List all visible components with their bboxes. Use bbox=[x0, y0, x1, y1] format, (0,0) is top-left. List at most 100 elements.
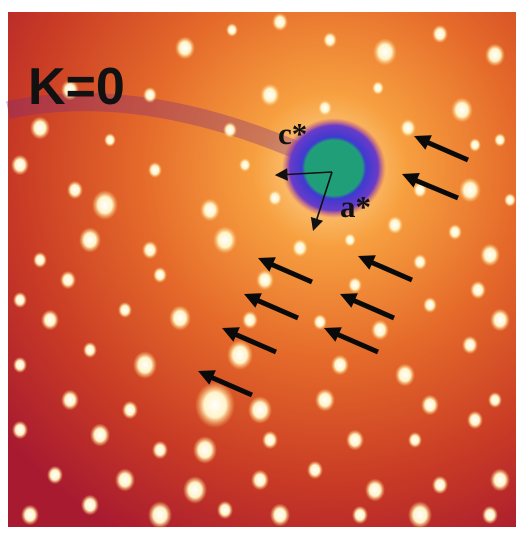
bragg-spot bbox=[432, 475, 448, 495]
bragg-spot bbox=[90, 423, 110, 447]
bragg-spot bbox=[122, 400, 138, 420]
bragg-spot bbox=[490, 468, 510, 492]
bragg-spot bbox=[104, 133, 116, 147]
bragg-spot bbox=[488, 391, 502, 409]
bragg-spot bbox=[469, 138, 481, 152]
arrow bbox=[402, 172, 459, 201]
bragg-spot bbox=[352, 505, 368, 525]
bragg-spot bbox=[482, 505, 498, 525]
arrow bbox=[414, 135, 469, 163]
bragg-spot bbox=[33, 251, 47, 269]
bragg-spot bbox=[432, 24, 448, 44]
bragg-spot bbox=[400, 118, 416, 138]
bragg-spot bbox=[61, 79, 79, 101]
bragg-spot bbox=[81, 494, 99, 516]
bragg-spot bbox=[223, 121, 237, 139]
bragg-spot bbox=[67, 180, 83, 200]
arrow bbox=[244, 293, 299, 321]
bragg-spot bbox=[195, 382, 235, 428]
bragg-spot bbox=[251, 469, 269, 491]
bragg-spot bbox=[272, 12, 288, 32]
bragg-spot bbox=[47, 465, 63, 485]
bragg-spot bbox=[239, 158, 251, 172]
bragg-spot bbox=[153, 266, 167, 284]
bragg-spot bbox=[467, 410, 483, 430]
bragg-spot bbox=[459, 177, 481, 203]
bragg-spot bbox=[152, 440, 168, 460]
bragg-spot bbox=[372, 81, 384, 95]
bragg-spot bbox=[346, 429, 364, 451]
bragg-spot bbox=[148, 501, 172, 529]
bragg-spot bbox=[217, 500, 233, 520]
bragg-spot bbox=[315, 388, 335, 412]
bragg-spot bbox=[13, 291, 27, 309]
panel-label: K=0 bbox=[28, 58, 125, 116]
bragg-spot bbox=[60, 270, 76, 290]
bragg-spot bbox=[448, 223, 462, 241]
arrow bbox=[198, 370, 253, 398]
bragg-spot bbox=[61, 389, 79, 411]
bragg-spot bbox=[348, 276, 362, 294]
c-star-label: c* bbox=[278, 116, 307, 151]
bragg-spot bbox=[227, 340, 253, 370]
bragg-spots bbox=[11, 12, 516, 529]
a-star-label: a* bbox=[340, 189, 371, 224]
bragg-spot bbox=[193, 436, 217, 464]
c-star-axis bbox=[274, 168, 333, 181]
a-star-axis bbox=[310, 171, 333, 232]
bragg-spot bbox=[41, 309, 59, 331]
arrow bbox=[222, 327, 277, 355]
bragg-spot bbox=[21, 504, 39, 526]
bragg-spot bbox=[344, 233, 356, 247]
bragg-spot bbox=[183, 476, 207, 504]
bragg-spot bbox=[175, 36, 195, 60]
dark-streak bbox=[6, 93, 334, 174]
bragg-spot bbox=[256, 269, 274, 291]
bragg-spot bbox=[226, 23, 238, 37]
bragg-spot bbox=[148, 161, 162, 179]
bragg-spot bbox=[421, 394, 439, 416]
bragg-spot bbox=[313, 313, 327, 331]
bragg-spot bbox=[11, 154, 29, 176]
bragg-spot bbox=[143, 86, 157, 104]
bragg-spot bbox=[373, 38, 397, 66]
bragg-spot bbox=[494, 133, 506, 147]
bragg-spot bbox=[323, 31, 337, 49]
bragg-spot bbox=[318, 99, 332, 117]
bragg-spot bbox=[423, 296, 437, 314]
bragg-spot bbox=[480, 243, 500, 267]
bragg-spot bbox=[462, 335, 478, 355]
bragg-spot bbox=[248, 396, 272, 424]
bragg-spot bbox=[200, 198, 220, 222]
bragg-spot bbox=[331, 354, 349, 376]
bragg-spot bbox=[485, 43, 505, 67]
bragg-spot bbox=[13, 356, 27, 374]
bragg-spot bbox=[260, 83, 280, 107]
bragg-spot bbox=[371, 319, 389, 341]
bragg-spot bbox=[118, 301, 132, 319]
arrow bbox=[258, 257, 313, 285]
bragg-spot bbox=[504, 193, 516, 207]
bragg-spot bbox=[292, 238, 308, 258]
bragg-spot bbox=[413, 253, 427, 271]
bragg-spot bbox=[115, 468, 135, 492]
bragg-spot bbox=[307, 460, 323, 480]
arrow bbox=[358, 255, 413, 283]
bragg-spot bbox=[408, 501, 432, 529]
bragg-spot bbox=[387, 215, 403, 235]
bragg-spot bbox=[83, 341, 97, 359]
bragg-spot bbox=[470, 280, 486, 300]
bragg-spot bbox=[270, 503, 290, 527]
bragg-spot bbox=[79, 227, 101, 253]
bragg-spot bbox=[242, 310, 258, 330]
bragg-spot bbox=[268, 189, 282, 207]
bragg-spot bbox=[142, 240, 158, 260]
bragg-spot bbox=[213, 226, 237, 254]
arrow bbox=[324, 327, 379, 355]
bragg-spot bbox=[408, 431, 422, 449]
arrows bbox=[198, 135, 469, 398]
bragg-spot bbox=[12, 420, 28, 440]
arrow bbox=[340, 293, 395, 321]
bragg-spot bbox=[262, 430, 278, 450]
